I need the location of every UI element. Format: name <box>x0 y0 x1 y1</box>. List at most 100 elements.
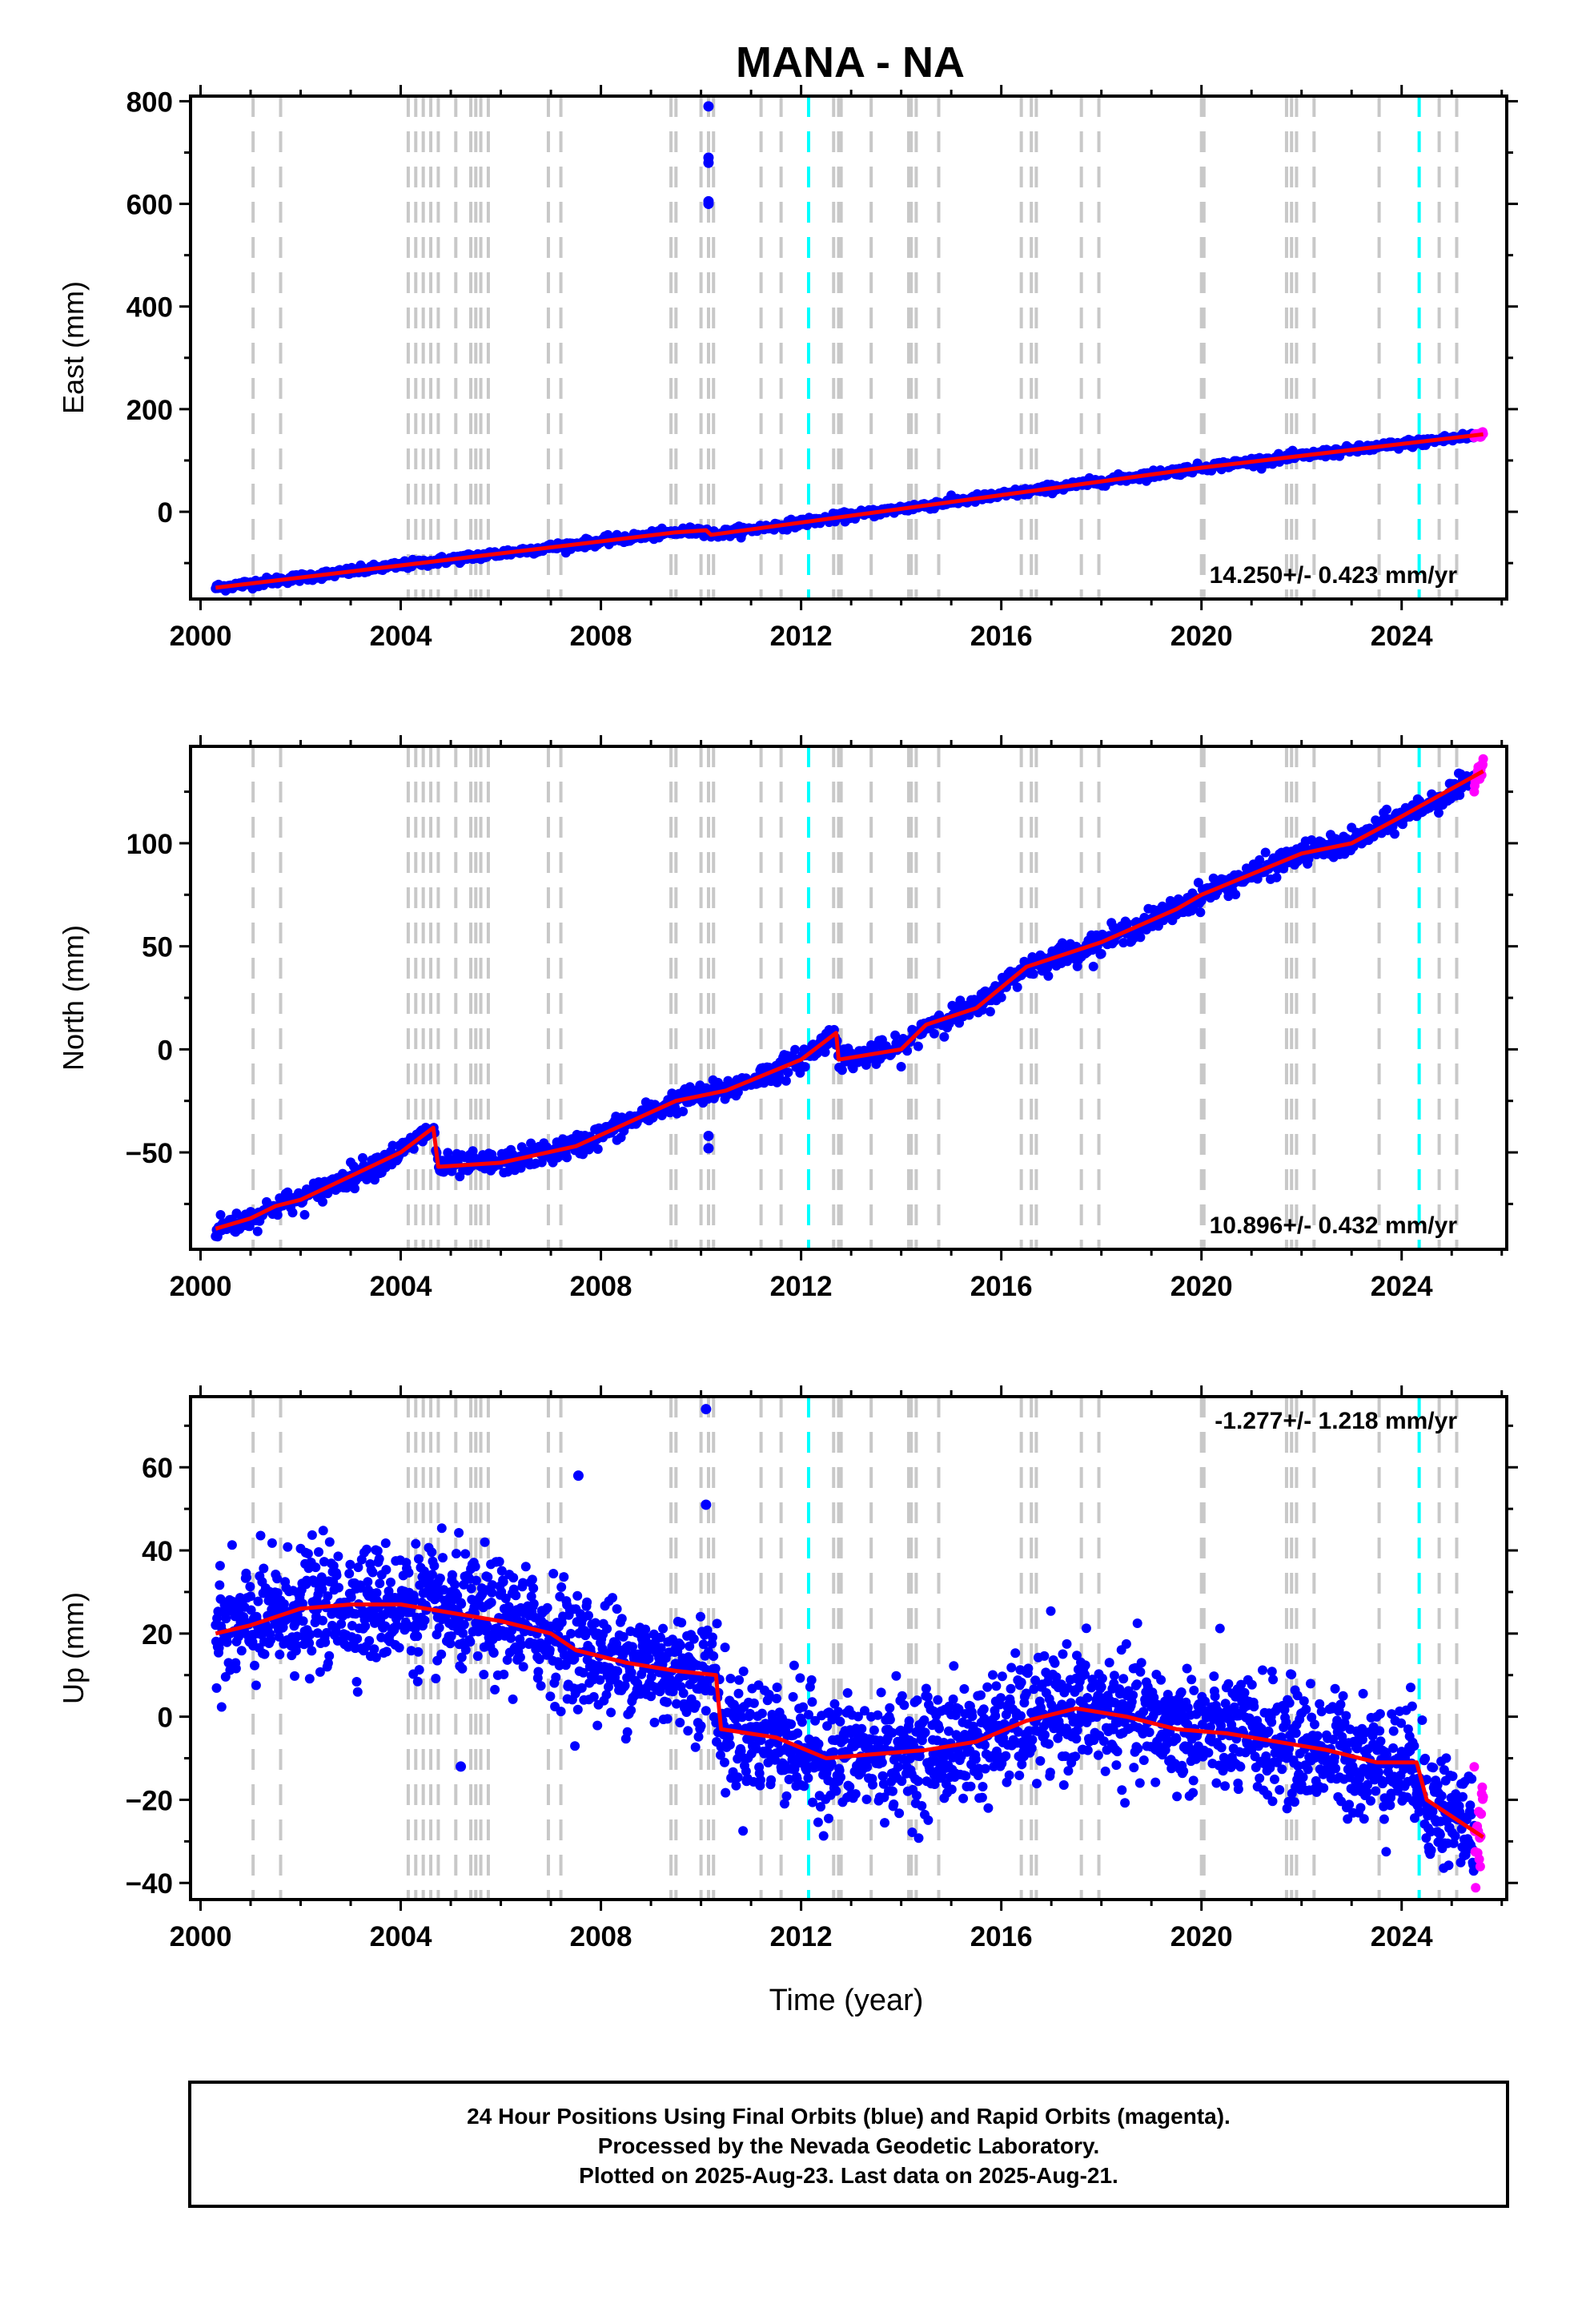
final-orbit-point <box>303 1549 313 1559</box>
x-tick-label: 2016 <box>970 1271 1033 1302</box>
final-orbit-point <box>1111 1760 1122 1771</box>
final-orbit-point <box>236 1646 247 1656</box>
final-orbit-point <box>961 1771 971 1781</box>
final-orbit-point <box>534 1655 544 1664</box>
final-orbit-point <box>526 1591 536 1602</box>
final-orbit-point <box>352 1687 363 1697</box>
x-tick-label: 2012 <box>770 1271 833 1302</box>
final-orbit-point <box>358 1606 367 1616</box>
final-orbit-point <box>618 1631 628 1642</box>
final-orbit-point <box>929 1028 939 1039</box>
final-orbit-point <box>662 1697 673 1707</box>
x-tick-label: 2024 <box>1371 1271 1433 1302</box>
final-orbit-point <box>566 1629 576 1638</box>
final-orbit-point <box>511 1590 521 1601</box>
final-orbit-point <box>1080 1670 1090 1680</box>
final-orbit-point <box>572 1704 583 1715</box>
final-orbit-point <box>790 1044 801 1055</box>
final-orbit-point <box>983 1803 994 1813</box>
final-orbit-point <box>756 1775 765 1785</box>
final-orbit-point <box>480 1537 490 1547</box>
final-orbit-point <box>976 1690 986 1700</box>
final-orbit-point <box>887 1727 897 1738</box>
model-line <box>215 769 1484 1231</box>
final-orbit-point <box>380 1621 391 1631</box>
final-orbit-point <box>1189 1685 1199 1695</box>
final-orbit-point <box>837 1065 847 1076</box>
final-orbit-point <box>691 1699 701 1710</box>
final-orbit-point <box>764 1690 774 1699</box>
final-orbit-point <box>757 1708 767 1719</box>
final-orbit-point <box>1060 1751 1070 1761</box>
final-orbit-point <box>806 1675 817 1685</box>
final-orbit-point <box>658 1623 669 1634</box>
final-orbit-point <box>807 1697 817 1707</box>
final-orbit-point <box>346 1592 356 1602</box>
final-orbit-point <box>314 1547 323 1557</box>
final-orbit-point <box>588 1691 599 1702</box>
final-orbit-point <box>839 1735 849 1745</box>
final-orbit-point <box>973 1771 983 1780</box>
final-orbit-point <box>738 1826 749 1836</box>
final-orbit-point <box>612 1666 623 1676</box>
model-line <box>215 432 1484 590</box>
final-orbit-point <box>1149 1692 1159 1703</box>
final-orbit-point <box>298 1598 307 1609</box>
final-orbit-point <box>496 1566 507 1576</box>
final-orbit-point <box>1186 1675 1197 1685</box>
final-orbit-point <box>1045 1767 1055 1778</box>
final-orbit-point <box>1066 1698 1076 1708</box>
final-orbit-point <box>446 1631 456 1641</box>
final-orbit-point <box>897 1691 907 1701</box>
final-orbit-point <box>435 1573 445 1583</box>
final-orbit-point <box>358 1152 367 1163</box>
final-orbit-point <box>1021 1688 1031 1699</box>
final-orbit-point <box>721 1787 731 1798</box>
final-orbit-point <box>733 1772 743 1783</box>
final-orbit-point <box>1028 969 1038 979</box>
final-orbit-point <box>1255 1773 1265 1783</box>
final-orbit-point <box>459 1619 469 1630</box>
final-orbit-point <box>930 1779 940 1789</box>
final-orbit-point <box>781 1791 792 1801</box>
final-orbit-point <box>977 1792 987 1803</box>
final-orbit-point <box>291 1618 301 1628</box>
final-orbit-point <box>891 1671 901 1681</box>
final-orbit-point <box>551 1672 561 1683</box>
final-orbit-point <box>344 1569 355 1578</box>
final-orbit-point <box>985 1007 995 1017</box>
y-tick-label: 600 <box>126 190 173 221</box>
final-orbit-point <box>1112 1747 1122 1757</box>
final-orbit-point <box>797 1717 807 1727</box>
final-orbit-point <box>958 1793 969 1803</box>
final-orbit-point <box>315 1667 325 1677</box>
final-orbit-point <box>1071 1734 1082 1744</box>
y-tick-label: 50 <box>142 932 173 963</box>
final-orbit-point <box>333 1551 343 1562</box>
final-orbit-point <box>889 1799 899 1809</box>
final-orbit-point <box>470 1562 480 1572</box>
final-orbit-point <box>685 1641 695 1651</box>
y-tick-label: 0 <box>158 497 173 529</box>
final-orbit-point <box>1039 1651 1050 1661</box>
final-orbit-point <box>1233 1784 1243 1795</box>
final-orbit-point <box>498 1577 508 1587</box>
final-orbit-point <box>833 1707 843 1717</box>
final-orbit-point <box>502 1655 512 1665</box>
final-orbit-point <box>454 1528 464 1538</box>
final-orbit-point <box>996 992 1006 1003</box>
final-orbit-point <box>252 1226 263 1236</box>
final-orbit-point <box>1133 1743 1143 1754</box>
final-orbit-point <box>689 1634 699 1644</box>
final-orbit-point <box>436 1649 447 1659</box>
final-orbit-point <box>456 1652 467 1663</box>
final-orbit-point <box>411 1538 421 1549</box>
final-orbit-point <box>520 1562 531 1572</box>
chart-title: MANA - NA <box>736 38 965 86</box>
final-orbit-point <box>1016 1711 1026 1721</box>
final-orbit-point <box>215 1580 225 1590</box>
final-orbit-point <box>409 1594 420 1605</box>
final-orbit-point <box>528 1598 539 1609</box>
final-orbit-point <box>888 1786 897 1796</box>
final-orbit-point <box>1050 1658 1060 1668</box>
